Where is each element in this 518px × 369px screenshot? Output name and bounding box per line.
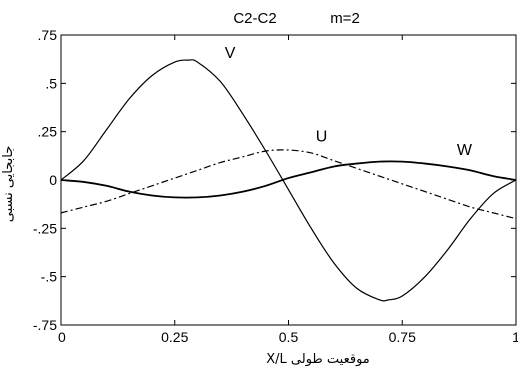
- y-tick-label: 0: [49, 172, 57, 188]
- chart-title: C2-C2: [233, 10, 276, 27]
- x-tick-label: 0.25: [161, 329, 188, 345]
- y-tick-label: .25: [38, 124, 58, 140]
- y-tick-label: .5: [45, 75, 57, 91]
- x-tick-label: 1: [512, 329, 518, 345]
- plot-area-frame: [60, 34, 517, 326]
- series-label-v: V: [225, 45, 236, 62]
- y-axis-label: جابجایی نسبی: [1, 146, 16, 223]
- series-label-u: U: [316, 128, 328, 145]
- series-line-w: [60, 160, 517, 199]
- chart-subtitle: m=2: [330, 10, 360, 27]
- series-line-v: [60, 59, 517, 302]
- y-tick-label: -.5: [41, 269, 58, 285]
- x-tick-label: 0.5: [279, 329, 299, 345]
- x-tick-label: 0: [58, 329, 66, 345]
- y-tick-label: .75: [38, 27, 58, 43]
- y-tick-label: -.25: [33, 220, 57, 236]
- series-line-u: [60, 149, 517, 220]
- series-label-w: W: [457, 142, 473, 159]
- y-tick-label: -.75: [33, 317, 57, 333]
- x-axis-label: موقعیت طولی X/L: [266, 352, 370, 367]
- x-tick-label: 0.75: [389, 329, 416, 345]
